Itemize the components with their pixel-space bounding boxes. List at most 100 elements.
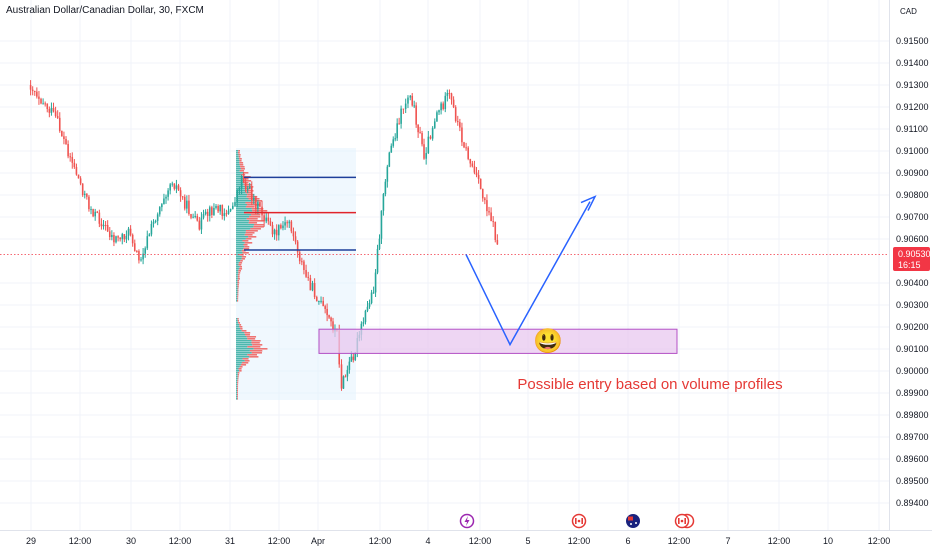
volume-bar-up bbox=[236, 364, 241, 366]
candle-body bbox=[490, 212, 492, 222]
candle-body bbox=[442, 103, 444, 109]
candle-body bbox=[280, 225, 282, 229]
volume-bar-up bbox=[236, 346, 248, 348]
volume-bar-up bbox=[236, 168, 241, 170]
candle-body bbox=[52, 107, 55, 112]
volume-bar-down bbox=[239, 160, 242, 162]
volume-bar-up bbox=[236, 244, 244, 246]
candle-body bbox=[346, 369, 349, 377]
volume-bar-up bbox=[236, 210, 253, 212]
candle-body bbox=[290, 221, 293, 232]
canada-flag-icon[interactable] bbox=[571, 513, 587, 529]
volume-bar-down bbox=[251, 342, 260, 344]
volume-bar-up bbox=[236, 270, 239, 272]
candle-body bbox=[169, 184, 171, 191]
volume-bar-down bbox=[243, 244, 248, 246]
volume-bar-down bbox=[239, 254, 244, 256]
volume-bar-down bbox=[238, 322, 241, 324]
candle-body bbox=[326, 308, 328, 316]
candle-body bbox=[362, 322, 365, 324]
volume-bar-down bbox=[237, 396, 239, 398]
volume-bar-down bbox=[237, 386, 239, 388]
volume-bar-down bbox=[239, 326, 243, 328]
volume-bar-up bbox=[236, 212, 250, 214]
volume-bar-down bbox=[244, 360, 250, 362]
candle-body bbox=[253, 197, 255, 201]
candle-body bbox=[463, 142, 465, 148]
volume-bar-up bbox=[236, 242, 245, 244]
smiley-emoji-icon[interactable]: 😃 bbox=[533, 328, 563, 355]
volume-bar-down bbox=[237, 298, 239, 300]
candle-body bbox=[380, 210, 383, 239]
volume-bar-up bbox=[236, 360, 245, 362]
volume-bar-up bbox=[236, 170, 240, 172]
volume-bar-up bbox=[236, 256, 242, 258]
annotation-text[interactable]: Possible entry based on volume profiles bbox=[517, 376, 782, 393]
volume-bar-up bbox=[236, 184, 244, 186]
candle-body bbox=[409, 95, 412, 98]
candle-body bbox=[98, 212, 101, 224]
volume-bar-up bbox=[236, 236, 249, 238]
candle-body bbox=[488, 211, 490, 213]
projection-path[interactable] bbox=[465, 201, 591, 347]
candle-body bbox=[129, 228, 132, 235]
lightning-icon[interactable] bbox=[459, 513, 475, 529]
candle-body bbox=[248, 186, 251, 189]
volume-bar-down bbox=[243, 248, 250, 250]
volume-bar-down bbox=[240, 174, 246, 176]
symbol-title[interactable]: Australian Dollar/Canadian Dollar, 30, F… bbox=[6, 5, 204, 16]
candle-body bbox=[255, 197, 257, 209]
price-tick-label: 0.91100 bbox=[896, 124, 928, 134]
candle-body bbox=[202, 214, 205, 218]
volume-bar-down bbox=[238, 150, 240, 152]
candle-body bbox=[301, 261, 303, 263]
candle-body bbox=[469, 158, 472, 164]
candle-body bbox=[421, 133, 423, 145]
candlestick-series bbox=[29, 80, 499, 391]
bar-countdown: 16:15 bbox=[898, 260, 921, 270]
currency-label: CAD bbox=[900, 7, 917, 16]
candle-body bbox=[265, 217, 268, 222]
volume-bar-up bbox=[236, 260, 241, 262]
candle-body bbox=[125, 235, 128, 240]
volume-bar-up bbox=[236, 282, 238, 284]
candle-body bbox=[90, 209, 92, 211]
candle-body bbox=[111, 234, 113, 238]
candle-body bbox=[167, 190, 169, 197]
drawing-overlays bbox=[0, 176, 889, 354]
price-axis-ticks[interactable]: 0.91500 0.91400 0.91300 0.91200 0.91100 0.910… bbox=[896, 36, 929, 508]
candle-body bbox=[154, 220, 157, 222]
volume-bar-up bbox=[236, 294, 238, 296]
candle-body bbox=[75, 167, 78, 175]
volume-bar-down bbox=[253, 224, 264, 226]
volume-bar-down bbox=[247, 204, 260, 206]
volume-bar-up bbox=[236, 276, 238, 278]
candle-body bbox=[352, 356, 355, 360]
candle-body bbox=[219, 205, 221, 212]
volume-bar-up bbox=[236, 174, 241, 176]
volume-bar-up bbox=[236, 172, 244, 174]
candle-body bbox=[240, 176, 243, 189]
candle-body bbox=[407, 97, 409, 104]
candle-body bbox=[370, 292, 373, 304]
candle-body bbox=[368, 303, 371, 307]
candle-body bbox=[69, 156, 71, 158]
candle-body bbox=[471, 163, 474, 167]
candle-body bbox=[175, 185, 178, 189]
time-tick-label: 4 bbox=[425, 536, 430, 546]
volume-bar-down bbox=[245, 190, 254, 192]
volume-bar-up bbox=[236, 152, 238, 154]
australia-flag-icon[interactable] bbox=[626, 514, 640, 528]
canada-flag-icon[interactable] bbox=[674, 513, 695, 529]
entry-zone-rectangle[interactable] bbox=[318, 328, 678, 354]
volume-bar-down bbox=[239, 324, 242, 326]
time-axis-ticks[interactable]: 29 12:00 30 12:00 31 12:00 Apr 12:00 4 12:00 5 12:0… bbox=[26, 536, 890, 546]
candle-body bbox=[67, 144, 69, 157]
price-tick-label: 0.91500 bbox=[896, 36, 929, 46]
volume-bar-up bbox=[236, 192, 246, 194]
volume-bar-down bbox=[251, 352, 262, 354]
candle-body bbox=[106, 225, 109, 232]
volume-bar-down bbox=[240, 328, 243, 330]
